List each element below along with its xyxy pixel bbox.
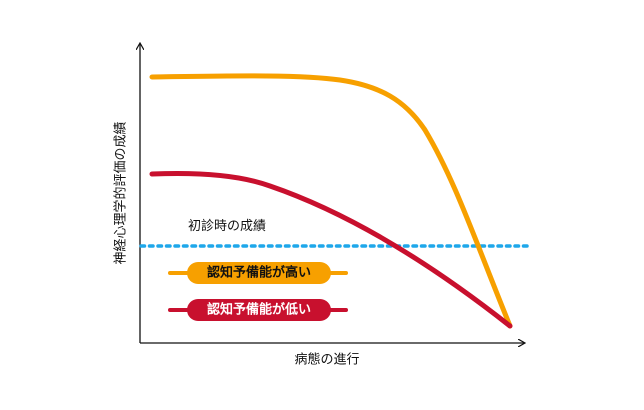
legend-high-label: 認知予備能が高い <box>207 265 311 281</box>
low-reserve-curve <box>149 170 513 329</box>
legend-high-reserve: 認知予備能が高い <box>168 262 348 284</box>
legend-low-reserve: 認知予備能が低い <box>168 299 348 321</box>
legend-low-label: 認知予備能が低い <box>207 302 311 318</box>
legend-low-pill <box>187 299 331 321</box>
y-axis-label: 神経心理学的評価の成績 <box>113 121 129 264</box>
x-axis-label: 病態の進行 <box>294 352 359 368</box>
baseline-label: 初診時の成績 <box>188 218 266 234</box>
high-reserve-curve <box>149 73 513 329</box>
legend-high-pill <box>187 262 331 284</box>
